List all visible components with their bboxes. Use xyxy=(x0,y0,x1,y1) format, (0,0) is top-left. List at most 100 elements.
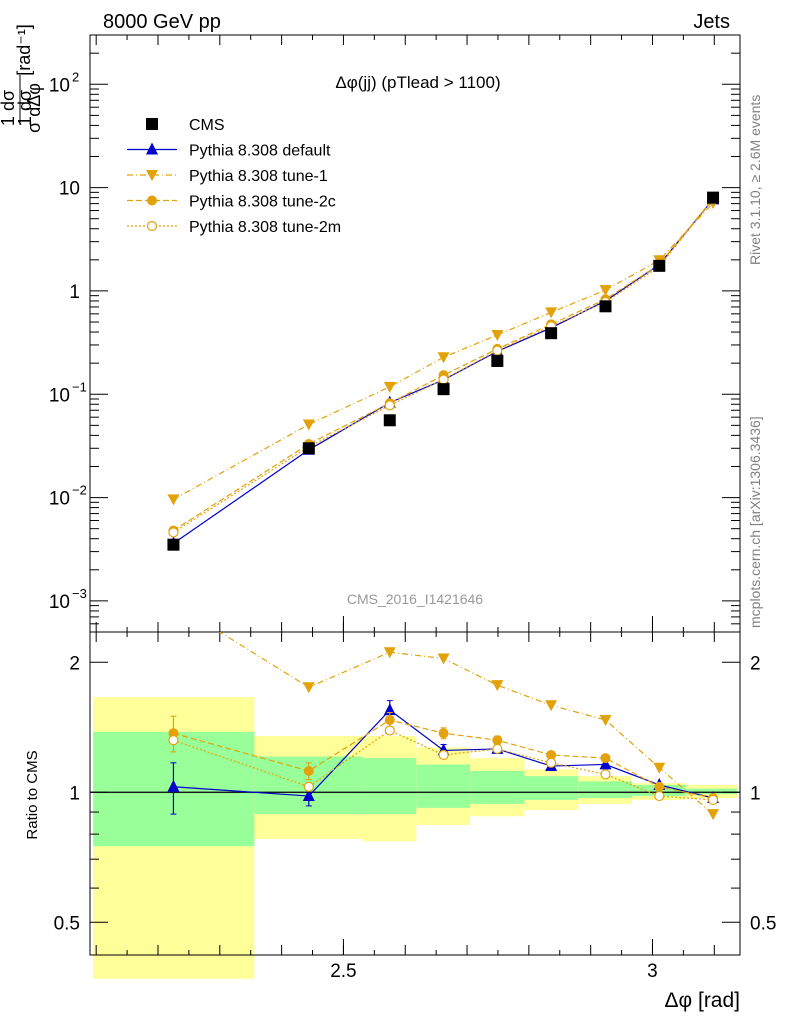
band-inner-4 xyxy=(470,771,525,804)
main-point-cms-1 xyxy=(302,442,315,455)
ratio-point-pythia-8-308-tune-2m-2 xyxy=(384,725,395,736)
main-ylabel: 1 dσ . xyxy=(15,75,35,126)
ratio-point-pythia-8-308-tune-2c-4 xyxy=(492,735,503,746)
main-line-pythia-8-308-tune-2m xyxy=(173,198,714,533)
legend-label-pythia-8-308-default: Pythia 8.308 default xyxy=(189,143,331,160)
legend: CMS Pythia 8.308 default Pythia 8.308 tune… xyxy=(127,117,341,236)
main-point-pythia-8-308-tune-2m-0 xyxy=(168,527,179,538)
x-tick-label-0: 2.5 xyxy=(330,961,356,982)
watermark: CMS_2016_I1421646 xyxy=(347,591,483,607)
ratio-point-pythia-8-308-tune-2c-0 xyxy=(168,728,179,739)
header-left: 8000 GeV pp xyxy=(103,11,221,33)
legend-label-pythia-8-308-tune-2m: Pythia 8.308 tune-2m xyxy=(189,219,341,236)
ratio-point-pythia-8-308-tune-1-7 xyxy=(653,762,666,774)
main-point-cms-8 xyxy=(707,191,720,204)
main-point-pythia-8-308-tune-1-2 xyxy=(383,381,396,393)
legend-item-pythia-8-308-tune-2c: Pythia 8.308 tune-2c xyxy=(127,194,336,211)
main-point-pythia-8-308-tune-2m-2 xyxy=(384,400,395,411)
legend-label-cms: CMS xyxy=(189,117,225,134)
ratio-point-pythia-8-308-tune-1-8 xyxy=(707,809,720,821)
ratio-point-pythia-8-308-default-1 xyxy=(302,789,315,802)
ratio-point-pythia-8-308-tune-1-1 xyxy=(302,682,315,694)
x-tick-label-1: 3 xyxy=(647,961,658,982)
legend-item-pythia-8-308-default: Pythia 8.308 default xyxy=(127,142,331,160)
rivet-label: Rivet 3.1.10, ≥ 2.6M events xyxy=(747,95,763,265)
ratio-frame xyxy=(89,631,741,956)
main-line-pythia-8-308-tune-1 xyxy=(173,202,714,500)
ratio-tick-right-2: 2 xyxy=(750,653,761,674)
ratio-line-pythia-8-308-tune-1 xyxy=(218,632,714,815)
main-point-pythia-8-308-tune-2m-3 xyxy=(438,374,449,385)
legend-marker-pythia-8-308-tune-2c xyxy=(147,195,157,206)
ratio-point-pythia-8-308-tune-1-5 xyxy=(545,700,558,712)
y-tick-label-3: 1 xyxy=(69,282,80,303)
y-tick-exp-5: 2 xyxy=(72,69,79,84)
main-point-pythia-8-308-tune-2m-4 xyxy=(492,345,503,356)
ratio-point-pythia-8-308-tune-2m-3 xyxy=(438,749,449,761)
main-frame xyxy=(89,34,741,633)
ratio-line-pythia-8-308-tune-2m xyxy=(173,729,714,801)
ratio-point-pythia-8-308-tune-1-4 xyxy=(491,680,504,692)
legend-item-pythia-8-308-tune-1: Pythia 8.308 tune-1 xyxy=(127,168,328,185)
ratio-ylabel: Ratio to CMS xyxy=(24,750,41,839)
band-inner-3 xyxy=(416,764,471,808)
main-point-pythia-8-308-tune-1-0 xyxy=(167,494,180,506)
ratio-point-pythia-8-308-tune-1-2 xyxy=(383,647,396,659)
main-point-cms-4 xyxy=(491,354,504,367)
y-tick-label-5: 10 xyxy=(49,75,70,96)
main-point-cms-5 xyxy=(545,327,558,340)
main-point-pythia-8-308-tune-1-5 xyxy=(545,307,558,319)
ratio-point-pythia-8-308-tune-2c-5 xyxy=(546,749,557,760)
legend-marker-pythia-8-308-tune-2m xyxy=(146,220,158,232)
y-tick-label-4: 10 xyxy=(59,179,80,200)
ratio-point-pythia-8-308-default-0 xyxy=(167,779,180,792)
ratio-point-pythia-8-308-tune-1-6 xyxy=(599,715,612,727)
ratio-point-pythia-8-308-tune-2c-1 xyxy=(303,766,314,777)
main-point-pythia-8-308-tune-1-1 xyxy=(302,419,315,431)
main-point-cms-2 xyxy=(383,414,396,427)
y-tick-exp-2: −1 xyxy=(72,379,87,394)
ratio-point-pythia-8-308-tune-2c-6 xyxy=(600,753,611,764)
legend-item-cms: CMS xyxy=(146,117,225,134)
ratio-point-pythia-8-308-tune-2m-0 xyxy=(168,735,179,746)
ratio-tick-left-0: 0.5 xyxy=(54,913,80,934)
main-point-pythia-8-308-tune-1-3 xyxy=(437,352,450,364)
ratio-point-pythia-8-308-tune-2m-4 xyxy=(492,743,503,755)
y-tick-exp-1: −2 xyxy=(72,483,87,498)
ratio-tick-left-2: 2 xyxy=(69,653,80,674)
ratio-point-pythia-8-308-tune-2m-1 xyxy=(303,781,314,792)
ratio-tick-right-0: 0.5 xyxy=(750,913,776,934)
band-inner-2 xyxy=(362,758,417,815)
main-point-cms-6 xyxy=(599,300,612,313)
plot-title: Δφ(jj) (pTlead > 1100) xyxy=(335,73,500,92)
y-tick-label-2: 10 xyxy=(49,385,70,406)
band-inner-5 xyxy=(524,776,579,800)
ratio-point-pythia-8-308-tune-1-3 xyxy=(437,653,450,665)
y-tick-exp-0: −3 xyxy=(72,586,87,601)
legend-marker-pythia-8-308-default xyxy=(146,142,158,155)
legend-label-pythia-8-308-tune-1: Pythia 8.308 tune-1 xyxy=(189,168,328,185)
ratio-series xyxy=(167,598,720,821)
legend-marker-pythia-8-308-tune-1 xyxy=(146,170,158,181)
y-tick-label-1: 10 xyxy=(49,489,70,510)
main-point-cms-0 xyxy=(167,538,180,551)
legend-label-pythia-8-308-tune-2c: Pythia 8.308 tune-2c xyxy=(189,194,336,211)
ratio-point-pythia-8-308-tune-1-0 xyxy=(167,598,179,609)
ratio-point-pythia-8-308-tune-2c-7 xyxy=(654,781,665,792)
main-point-pythia-8-308-tune-1-4 xyxy=(491,329,504,341)
y-tick-label-0: 10 xyxy=(49,592,70,613)
mcplots-label: mcplots.cern.ch [arXiv:1306.3436] xyxy=(747,416,763,628)
ratio-point-pythia-8-308-default-6 xyxy=(599,757,612,770)
main-point-pythia-8-308-tune-1-6 xyxy=(599,285,612,297)
ratio-tick-left-1: 1 xyxy=(69,783,80,804)
ratio-point-pythia-8-308-tune-2m-8 xyxy=(707,794,719,806)
header-right: Jets xyxy=(693,11,730,33)
ratio-point-pythia-8-308-tune-2m-6 xyxy=(600,769,611,780)
main-point-cms-3 xyxy=(437,383,450,396)
band-inner-8 xyxy=(685,788,737,795)
ratio-tick-right-1: 1 xyxy=(750,783,761,804)
x-axis-label: Δφ [rad] xyxy=(665,989,741,1012)
band-inner-6 xyxy=(578,781,633,798)
ratio-point-pythia-8-308-tune-2c-3 xyxy=(438,728,449,739)
